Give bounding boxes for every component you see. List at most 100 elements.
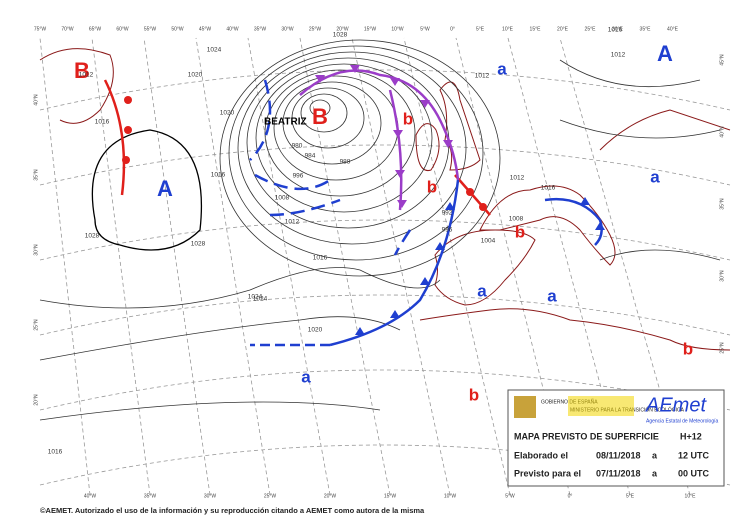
fronts xyxy=(103,65,605,347)
warm-front-symbol xyxy=(479,203,487,211)
longitude-label: 50°W xyxy=(171,26,184,32)
cold-front-symbol xyxy=(445,202,455,210)
box-title: MAPA PREVISTO DE SUPERFICIE xyxy=(514,431,659,441)
warm-front-symbol xyxy=(124,126,132,134)
isobar-label: 1008 xyxy=(275,195,290,202)
occluded-front-symbol xyxy=(393,130,403,138)
latitude-label: 40°N xyxy=(33,94,39,106)
longitude-label: 5°E xyxy=(626,493,635,499)
isobar-label: 1016 xyxy=(48,449,63,456)
longitude-label: 40°W xyxy=(84,493,97,499)
pressure-center: A xyxy=(157,176,173,201)
isobar xyxy=(228,45,484,261)
longitude-label: 15°W xyxy=(364,26,377,32)
meridian xyxy=(299,37,391,496)
pressure-center: a xyxy=(547,286,557,305)
isobar xyxy=(309,99,331,117)
isobar-label: 1020 xyxy=(188,72,203,79)
isobar-label: 1008 xyxy=(509,216,524,223)
row-date: 07/11/2018 xyxy=(596,468,641,478)
isobar xyxy=(559,59,721,261)
coast-balkans xyxy=(599,109,731,151)
isobar-label: 1024 xyxy=(248,294,263,301)
isobar-label: 1012 xyxy=(611,52,626,59)
parallel xyxy=(39,294,731,336)
longitude-label: 70°W xyxy=(61,26,74,32)
isobar-label: 1028 xyxy=(191,241,206,248)
longitude-label: 30°W xyxy=(281,26,294,32)
latitude-label: 35°N xyxy=(33,169,39,181)
longitude-label: 25°W xyxy=(309,26,322,32)
row-time: 00 UTC xyxy=(678,468,710,478)
longitude-label: 35°W xyxy=(254,26,267,32)
longitude-label: 10°E xyxy=(502,26,514,32)
isobar-label: 996 xyxy=(293,173,304,180)
cold-front-symbol xyxy=(390,310,400,318)
longitude-label: 40°E xyxy=(667,26,679,32)
storm-name: BEATRIZ xyxy=(264,117,307,128)
warm-front-symbol xyxy=(466,188,474,196)
forecast-step: H+12 xyxy=(680,431,702,441)
cold-front-symbol xyxy=(355,327,365,335)
latitude-label: 40°N xyxy=(719,126,725,138)
isobar xyxy=(264,69,416,197)
longitude-label: 20°W xyxy=(336,26,349,32)
row-label: Previsto para el xyxy=(514,468,581,478)
longitude-label: 25°W xyxy=(264,493,277,499)
isobar-label: 1016 xyxy=(608,27,623,34)
longitude-label: 75°W xyxy=(34,26,47,32)
coat-of-arms xyxy=(514,396,536,418)
coast-africa xyxy=(419,308,731,351)
meridian xyxy=(351,37,451,496)
isobar-label: 980 xyxy=(292,143,303,150)
longitude-label: 5°W xyxy=(420,26,430,32)
pressure-center: b xyxy=(683,339,693,358)
isobar xyxy=(255,63,433,213)
longitude-label: 30°E xyxy=(612,26,624,32)
isobar xyxy=(291,87,365,149)
isobar-label: 1024 xyxy=(253,296,268,303)
cold-front-symbol xyxy=(580,197,590,205)
longitude-label: 40°W xyxy=(226,26,239,32)
brand: AEmet xyxy=(645,394,707,416)
footer: ©AEMET. Autorizado el uso de la informac… xyxy=(40,506,425,515)
info-box: GOBIERNO DE ESPAÑA MINISTERIO PARA LA TR… xyxy=(507,389,725,487)
longitude-label: 55°W xyxy=(144,26,157,32)
row-label: Elaborado el xyxy=(514,450,568,460)
pressure-center: b xyxy=(515,222,525,241)
latitude-label: 35°N xyxy=(719,198,725,210)
coast-france-italy xyxy=(479,185,616,266)
row-at: a xyxy=(652,468,658,478)
row-at: a xyxy=(652,450,658,460)
pressure-center: b xyxy=(427,177,437,196)
occluded-front xyxy=(299,69,460,181)
latitude-label: 30°N xyxy=(719,270,725,282)
longitude-label: 10°E xyxy=(685,493,697,499)
coast-newfoundland xyxy=(39,48,114,124)
longitude-label: 5°E xyxy=(476,26,485,32)
isobar xyxy=(300,93,348,133)
longitude-label: 30°W xyxy=(204,493,217,499)
warm-front xyxy=(103,79,126,196)
isobar xyxy=(282,81,382,165)
isobar-label: 1012 xyxy=(510,175,525,182)
occluded-front-symbol xyxy=(390,78,400,86)
occluded-front xyxy=(388,89,403,211)
isobar xyxy=(39,316,401,361)
isobar-label: 1024 xyxy=(207,47,222,54)
longitude-label: 35°W xyxy=(144,493,157,499)
latitude-label: 30°N xyxy=(33,244,39,256)
pressure-center: B xyxy=(312,104,328,129)
longitude-label: 60°W xyxy=(116,26,129,32)
isobar xyxy=(91,129,203,251)
occluded-front-symbol xyxy=(397,200,407,208)
meridian xyxy=(247,37,331,496)
isobar-label: 1020 xyxy=(308,327,323,334)
longitude-label: 10°W xyxy=(391,26,404,32)
longitude-label: 10°W xyxy=(444,493,457,499)
cold-front-symbol xyxy=(595,222,605,230)
parallel xyxy=(39,219,731,261)
isobar-label: 1016 xyxy=(313,255,328,262)
isobar-label: 1004 xyxy=(481,238,496,245)
